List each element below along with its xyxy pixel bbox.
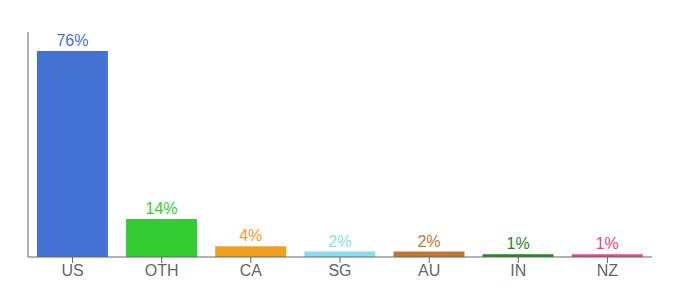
svg-text:4%: 4% <box>239 227 262 244</box>
svg-text:1%: 1% <box>596 235 619 252</box>
svg-text:US: US <box>61 262 83 279</box>
svg-text:AU: AU <box>418 262 440 279</box>
svg-text:IN: IN <box>510 262 526 279</box>
svg-text:CA: CA <box>240 262 263 279</box>
svg-text:SG: SG <box>328 262 351 279</box>
svg-text:2%: 2% <box>417 233 440 250</box>
svg-text:1%: 1% <box>507 235 530 252</box>
svg-text:2%: 2% <box>328 233 351 250</box>
svg-text:76%: 76% <box>56 32 88 49</box>
svg-text:NZ: NZ <box>597 262 619 279</box>
svg-text:OTH: OTH <box>145 262 179 279</box>
svg-text:14%: 14% <box>146 200 178 217</box>
